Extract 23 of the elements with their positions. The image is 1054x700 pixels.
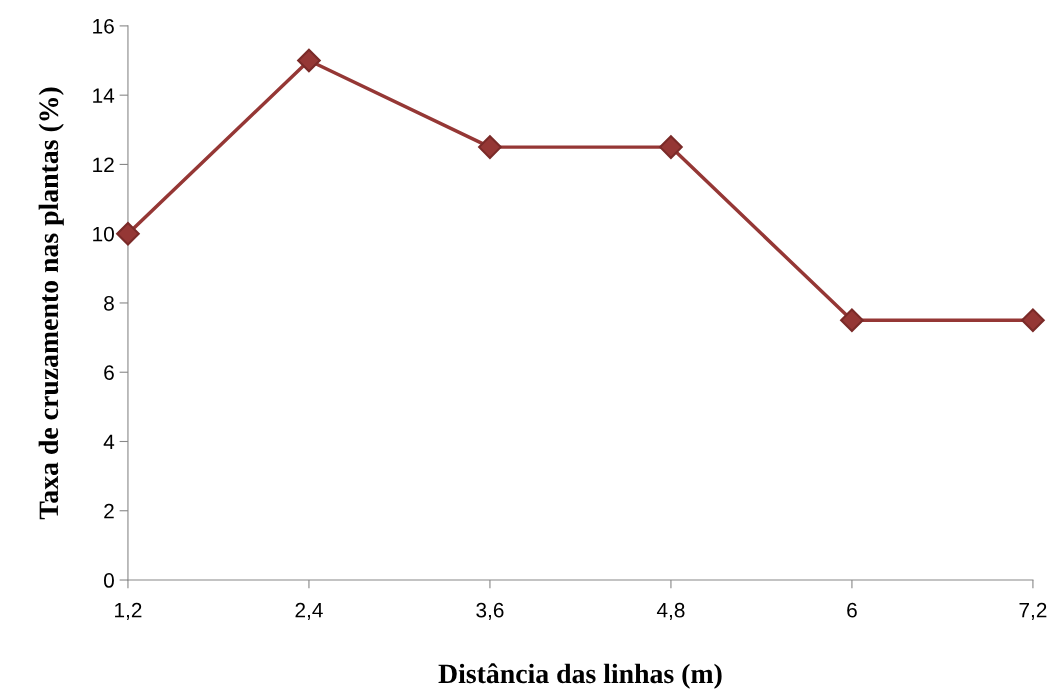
x-tick-label: 2,4 <box>295 602 323 621</box>
y-tick-label: 12 <box>93 157 114 172</box>
x-tick-label: 4,8 <box>656 602 685 621</box>
y-tick-label: 14 <box>93 88 115 103</box>
point <box>659 135 683 159</box>
x-tick-label: 1,2 <box>115 602 142 621</box>
x-axis-title: Distância das linhas (m) <box>438 663 722 689</box>
y-axis-title: Taxa de cruzamento nas plantas (%) <box>38 87 64 520</box>
y-tick-label: 0 <box>103 573 114 588</box>
x-tick-label: 6 <box>847 602 857 618</box>
point <box>840 308 864 333</box>
y-tick-label: 10 <box>93 226 114 242</box>
y-tick-label: 8 <box>104 295 114 311</box>
point <box>116 221 140 246</box>
x-tick-label: 3,6 <box>476 602 504 621</box>
y-tick-label: 4 <box>103 434 115 450</box>
point <box>478 135 502 159</box>
point <box>297 48 321 73</box>
y-tick-label: 6 <box>104 365 114 380</box>
point <box>1021 308 1045 333</box>
x-tick-label: 7,2 <box>1019 602 1047 621</box>
y-tick-label: 2 <box>104 503 114 519</box>
y-tick-label: 16 <box>93 18 114 34</box>
